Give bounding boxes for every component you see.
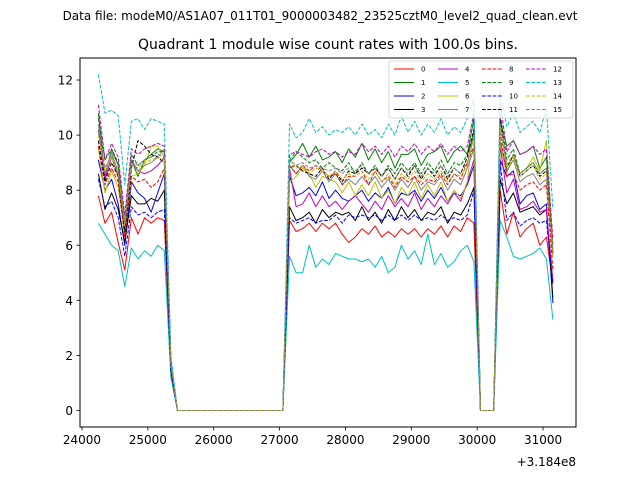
x-tick-label: 25000 bbox=[129, 433, 167, 447]
legend-label-7: 7 bbox=[465, 106, 469, 114]
legend-label-13: 13 bbox=[553, 79, 562, 87]
x-axis: 24000 25000 26000 27000 28000 29000 30000 31000 bbox=[63, 427, 562, 447]
y-tick-label: 0 bbox=[65, 404, 73, 418]
legend-label-12: 12 bbox=[553, 66, 562, 74]
legend-label-6: 6 bbox=[465, 93, 470, 101]
y-tick-label: 12 bbox=[58, 74, 73, 88]
figure-suptitle: Data file: modeM0/AS1A07_011T01_90000034… bbox=[63, 9, 578, 23]
legend-label-14: 14 bbox=[553, 93, 562, 101]
legend-label-2: 2 bbox=[421, 93, 425, 101]
x-tick-label: 27000 bbox=[260, 433, 298, 447]
y-axis: 0 2 4 6 8 10 12 bbox=[58, 74, 80, 418]
legend-label-5: 5 bbox=[465, 79, 469, 87]
legend-label-4: 4 bbox=[465, 66, 470, 74]
legend-label-1: 1 bbox=[421, 79, 425, 87]
legend-label-10: 10 bbox=[509, 93, 518, 101]
legend-label-3: 3 bbox=[421, 106, 425, 114]
series-line-14 bbox=[97, 126, 554, 411]
legend-box bbox=[388, 60, 574, 119]
x-tick-label: 29000 bbox=[392, 433, 430, 447]
legend-label-9: 9 bbox=[509, 79, 513, 87]
chart-title: Quadrant 1 module wise count rates with … bbox=[138, 37, 518, 53]
y-tick-label: 10 bbox=[58, 129, 73, 143]
y-tick-label: 4 bbox=[65, 294, 73, 308]
y-tick-label: 8 bbox=[65, 184, 73, 198]
x-tick-label: 24000 bbox=[63, 433, 101, 447]
legend-label-11: 11 bbox=[509, 106, 518, 114]
x-axis-offset-label: +3.184e8 bbox=[517, 455, 576, 469]
x-tick-label: 30000 bbox=[458, 433, 496, 447]
legend-label-15: 15 bbox=[553, 106, 562, 114]
series-line-10 bbox=[97, 162, 554, 411]
series-line-12 bbox=[97, 101, 554, 411]
y-tick-label: 6 bbox=[65, 239, 73, 253]
plot-frame bbox=[79, 57, 577, 428]
series-line-15 bbox=[97, 123, 554, 411]
legend-label-0: 0 bbox=[421, 66, 425, 74]
x-tick-label: 26000 bbox=[195, 433, 233, 447]
plot-series bbox=[97, 74, 554, 411]
y-tick-label: 2 bbox=[65, 349, 73, 363]
legend-label-8: 8 bbox=[509, 66, 513, 74]
series-line-5 bbox=[97, 220, 554, 411]
x-tick-label: 28000 bbox=[326, 433, 364, 447]
x-tick-label: 31000 bbox=[524, 433, 562, 447]
